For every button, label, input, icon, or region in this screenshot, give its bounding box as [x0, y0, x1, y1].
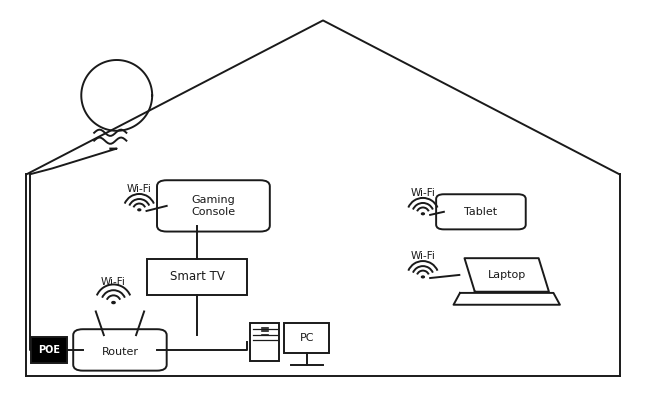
FancyBboxPatch shape [157, 180, 270, 232]
Text: Wi-Fi: Wi-Fi [127, 184, 152, 194]
Text: Router: Router [101, 347, 138, 357]
FancyBboxPatch shape [284, 323, 329, 353]
Circle shape [138, 209, 141, 211]
Text: Gaming
Console: Gaming Console [191, 195, 236, 217]
Circle shape [421, 213, 424, 215]
Text: Wi-Fi: Wi-Fi [410, 188, 435, 198]
Text: Wi-Fi: Wi-Fi [410, 251, 435, 261]
Text: POE: POE [38, 345, 60, 355]
Text: Laptop: Laptop [488, 270, 526, 280]
FancyBboxPatch shape [31, 337, 67, 363]
Text: Wi-Fi: Wi-Fi [101, 277, 126, 287]
Circle shape [421, 276, 424, 278]
FancyBboxPatch shape [147, 259, 247, 295]
Text: Tablet: Tablet [464, 207, 497, 217]
Text: Smart TV: Smart TV [170, 270, 225, 284]
FancyBboxPatch shape [251, 323, 280, 361]
Text: PC: PC [300, 333, 314, 343]
FancyBboxPatch shape [73, 329, 167, 371]
FancyBboxPatch shape [436, 194, 526, 229]
Circle shape [112, 302, 115, 304]
